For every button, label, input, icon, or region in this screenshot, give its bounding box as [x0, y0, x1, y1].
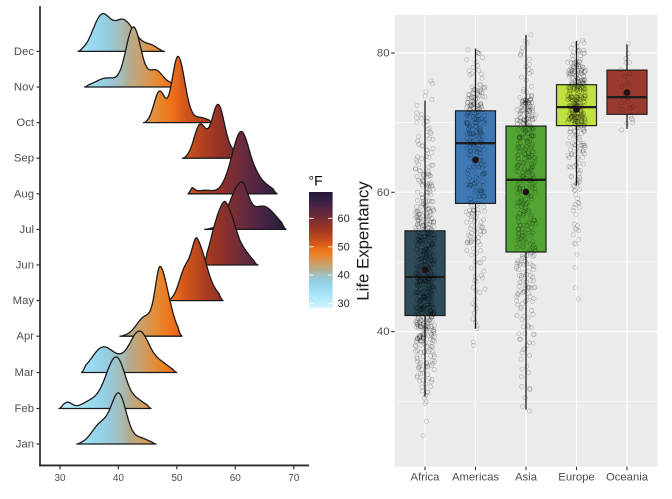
svg-text:60: 60 — [230, 473, 242, 484]
svg-text:Feb: Feb — [15, 403, 34, 415]
svg-text:40: 40 — [113, 473, 125, 484]
svg-text:Africa: Africa — [411, 472, 441, 484]
svg-text:70: 70 — [288, 473, 300, 484]
svg-text:May: May — [13, 295, 35, 307]
svg-text:Europe: Europe — [558, 472, 594, 484]
svg-text:40: 40 — [338, 270, 350, 282]
svg-text:50: 50 — [338, 241, 350, 253]
svg-text:30: 30 — [338, 298, 350, 310]
svg-text:50: 50 — [171, 473, 183, 484]
svg-text:Sep: Sep — [14, 153, 34, 165]
svg-text:Jul: Jul — [20, 224, 34, 236]
svg-text:Apr: Apr — [16, 331, 34, 343]
svg-text:60: 60 — [377, 187, 390, 199]
svg-text:Asia: Asia — [515, 472, 538, 484]
svg-text:Mar: Mar — [15, 367, 35, 379]
svg-text:Jan: Jan — [16, 439, 34, 451]
svg-text:Nov: Nov — [14, 82, 34, 94]
svg-text:30: 30 — [54, 473, 66, 484]
svg-text:80: 80 — [377, 48, 390, 60]
svg-text:°F: °F — [309, 173, 323, 189]
svg-text:Oceania: Oceania — [606, 472, 649, 484]
svg-text:40: 40 — [377, 326, 390, 338]
svg-text:Americas: Americas — [452, 472, 499, 484]
svg-text:Life Expentancy: Life Expentancy — [354, 181, 373, 301]
svg-text:Jun: Jun — [16, 260, 34, 272]
svg-text:Dec: Dec — [14, 46, 34, 58]
svg-text:60: 60 — [338, 213, 350, 225]
svg-text:Oct: Oct — [16, 117, 34, 129]
svg-text:Aug: Aug — [14, 188, 34, 200]
